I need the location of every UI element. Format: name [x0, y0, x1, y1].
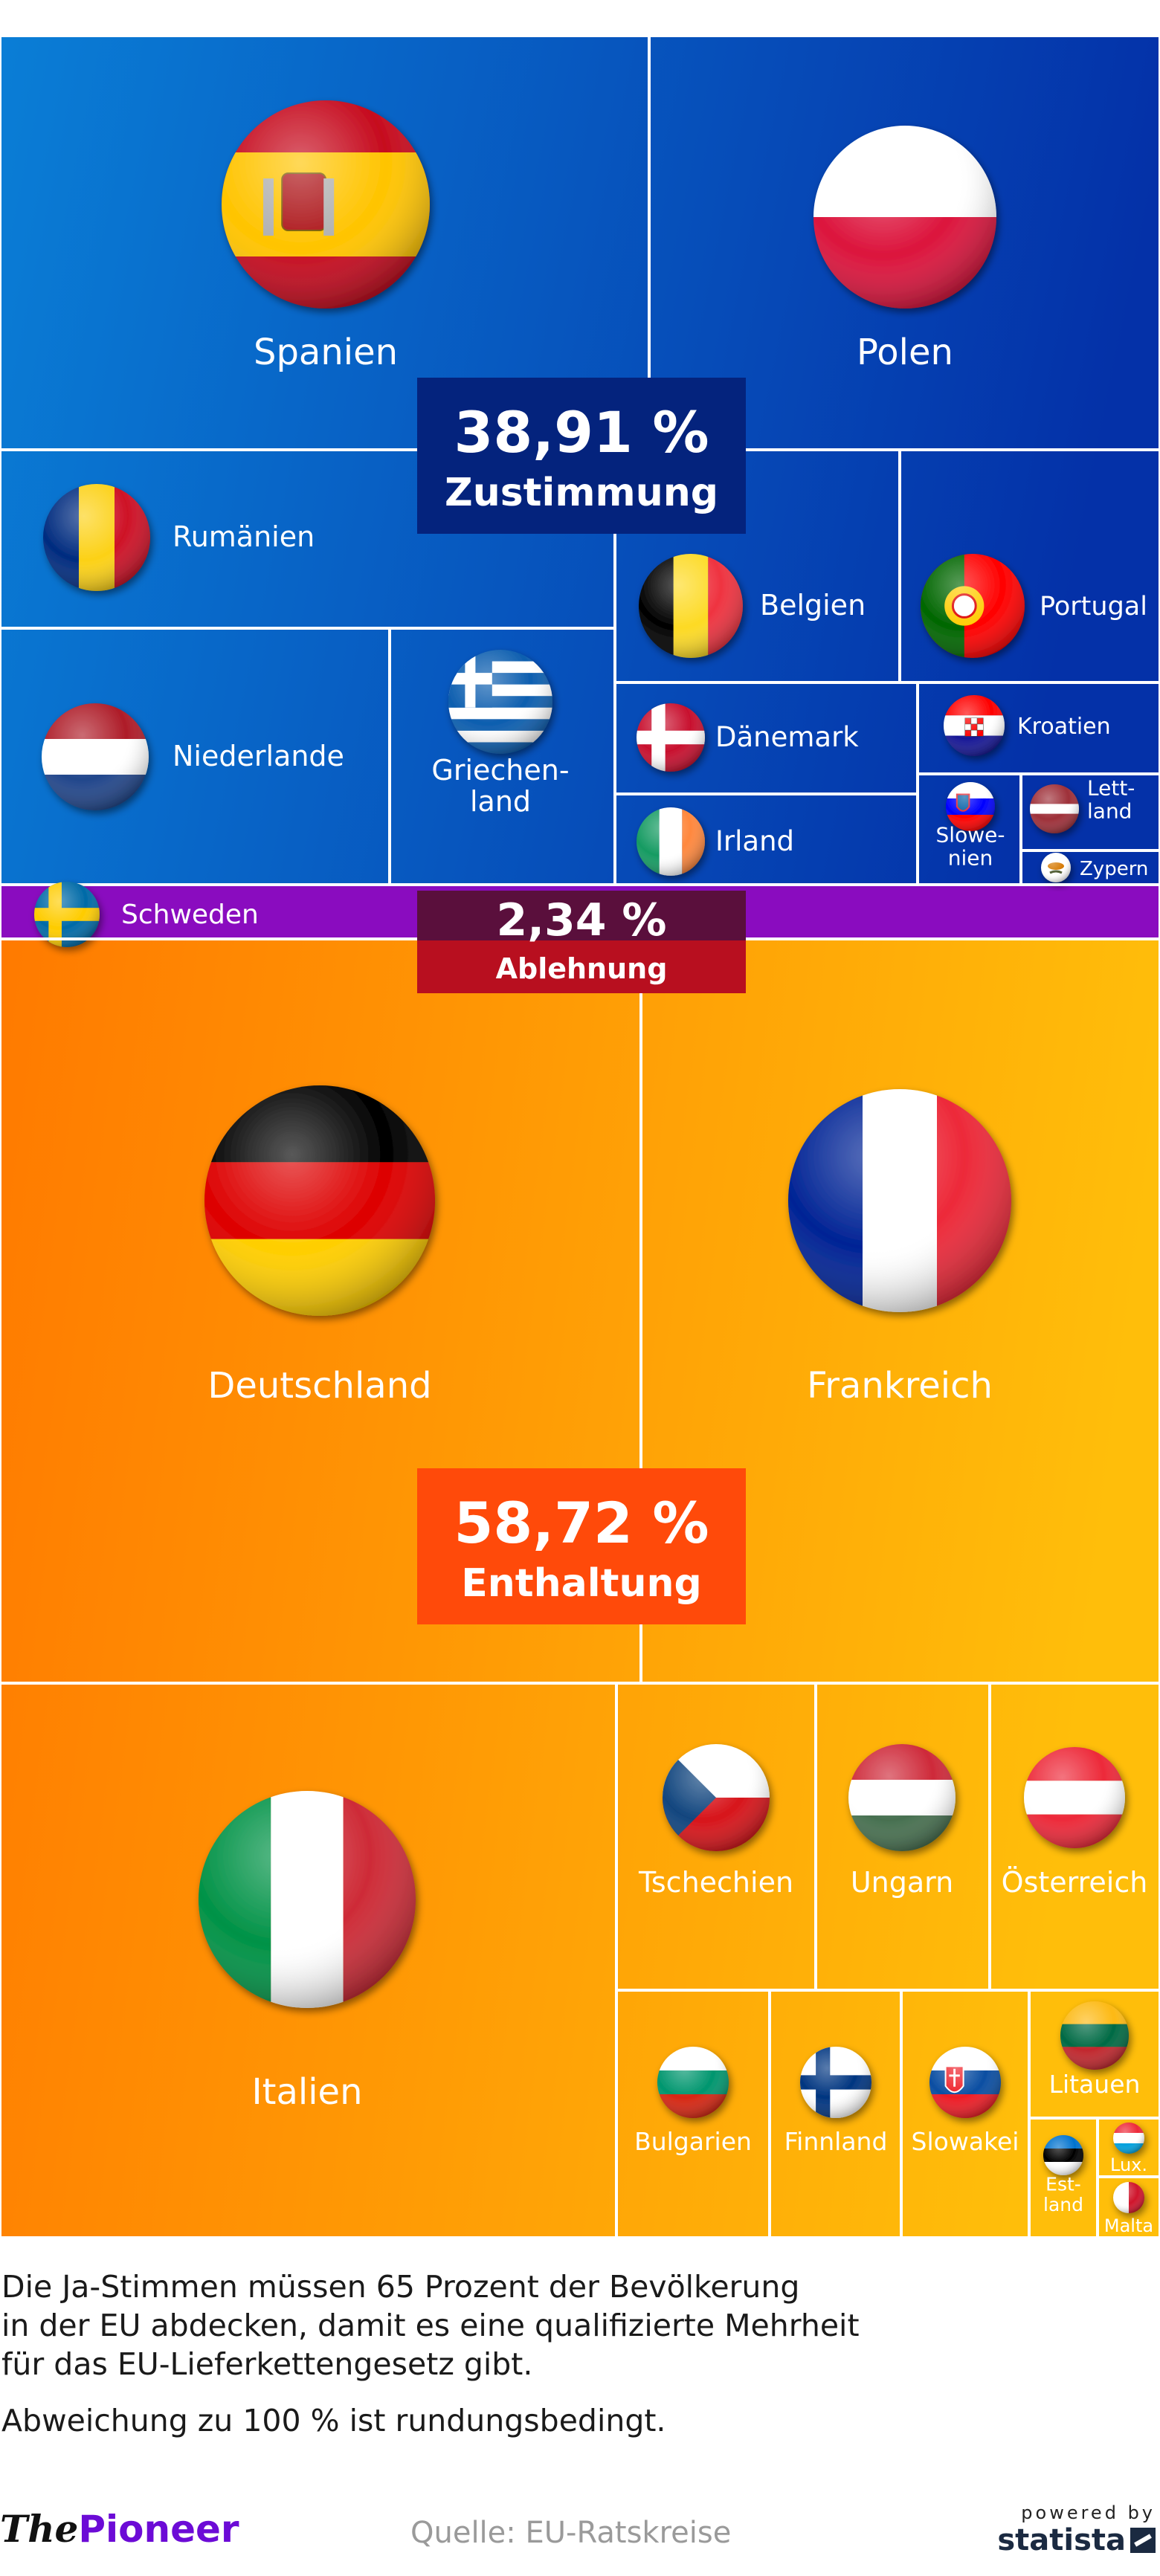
estonia-flag-icon [1043, 2135, 1083, 2175]
country-label-griechenland: Griechen-land [431, 754, 569, 818]
cell-litauen: Litauen [1028, 1989, 1160, 2120]
cell-tschechien: Tschechien [615, 1682, 817, 1992]
country-label-kroatien: Kroatien [1017, 714, 1111, 740]
cell-finnland: Finnland [768, 1989, 903, 2238]
country-label-deutschland: Deutschland [207, 1365, 431, 1407]
badge-percent: 2,34 % [496, 894, 666, 946]
cell-danemark: Dänemark [613, 681, 919, 795]
portugal-flag-icon [921, 554, 1025, 658]
luxembourg-flag-icon [1113, 2123, 1144, 2154]
country-label-tschechien: Tschechien [638, 1866, 793, 1899]
country-label-frankreich: Frankreich [807, 1365, 993, 1407]
country-label-rumanien: Rumänien [173, 520, 315, 553]
country-label-niederlande: Niederlande [173, 740, 344, 772]
country-label-belgien: Belgien [760, 589, 866, 622]
austria-flag-icon [1024, 1747, 1125, 1848]
spain-flag-icon [222, 100, 430, 309]
badge-zustimmung: 38,91 % Zustimmung [417, 378, 746, 534]
denmark-flag-icon [637, 703, 705, 772]
poland-flag-icon [813, 126, 996, 309]
country-label-finnland: Finnland [784, 2127, 888, 2156]
country-label-estland: Est-land [1043, 2173, 1083, 2215]
brand-the: The [0, 2507, 79, 2551]
cell-slowakei: Slowakei [900, 1989, 1031, 2238]
france-flag-icon [788, 1089, 1011, 1312]
ireland-flag-icon [637, 807, 705, 876]
country-label-slowakei: Slowakei [912, 2127, 1019, 2156]
czechia-flag-icon [663, 1744, 770, 1851]
country-label-lettland: Lett-land [1087, 776, 1135, 824]
italy-flag-icon [199, 1791, 416, 2008]
finland-flag-icon [800, 2047, 871, 2118]
cell-belgien: Belgien [613, 448, 901, 684]
netherlands-flag-icon [42, 703, 149, 810]
brand-logo: ThePioneer [0, 2507, 239, 2551]
cell-lettland: Lett-land [1019, 772, 1160, 852]
cell-border [1096, 2175, 1160, 2238]
cell-kroatien: Kroatien [916, 681, 1160, 775]
badge-percent: 38,91 % [454, 399, 709, 465]
statista-wordmark: statista [997, 2523, 1156, 2557]
country-label-zypern: Zypern [1080, 858, 1148, 880]
country-label-italien: Italien [251, 2071, 362, 2113]
footnote-rounding: Abweichung zu 100 % ist rundungsbedingt. [1, 2403, 666, 2438]
cyprus-flag-icon [1041, 853, 1071, 882]
slovenia-flag-icon [946, 782, 995, 831]
malta-flag-icon [1113, 2182, 1144, 2213]
badge-bg [417, 378, 746, 534]
eu-vote-treemap: Spanien Polen Rumänien Belgien Portugal Niede… [0, 34, 1160, 2238]
country-label-spanien: Spanien [254, 332, 398, 373]
treemap-svg: Spanien Polen Rumänien Belgien Portugal Niede… [0, 34, 1160, 2238]
badge-bg-bottom [417, 940, 746, 993]
greece-flag-icon [448, 650, 552, 754]
badge-enthaltung: 58,72 % Enthaltung [417, 1468, 746, 1624]
badge-label: Enthaltung [461, 1561, 701, 1606]
cell-niederlande: Niederlande [0, 627, 391, 886]
country-label-portugal: Portugal [1040, 592, 1147, 622]
cell-luxemburg: Lux. [1096, 2117, 1160, 2178]
country-label-polen: Polen [857, 332, 953, 373]
sweden-flag-icon [34, 882, 100, 947]
country-label-slowenien: Slowe-nien [936, 823, 1005, 871]
croatia-flag-icon [944, 695, 1005, 756]
cell-deutschland: Deutschland [0, 937, 642, 1685]
country-label-litauen: Litauen [1049, 2070, 1141, 2099]
country-label-ungarn: Ungarn [851, 1866, 953, 1899]
powered-by-text: powered by [1021, 2502, 1156, 2523]
cell-spanien: Spanien [0, 34, 651, 451]
badge-label: Zustimmung [445, 471, 718, 515]
brand-pioneer: Pioneer [78, 2508, 239, 2551]
source-label: Quelle: EU-Ratskreise [410, 2516, 732, 2550]
cell-zypern: Zypern [1019, 849, 1160, 886]
romania-flag-icon [43, 484, 150, 591]
country-label-irland: Irland [715, 825, 794, 857]
treemap-frame [0, 34, 1160, 2238]
cell-estland: Est-land [1028, 2117, 1099, 2238]
country-label-bulgarien: Bulgarien [634, 2127, 752, 2156]
badge-bg [417, 1468, 746, 1624]
badge-ablehnung: 2,34 % Ablehnung [417, 891, 746, 993]
cell-malta: Malta [1096, 2175, 1160, 2238]
footnote-qualified-majority: Die Ja-Stimmen müssen 65 Prozent der Bev… [1, 2269, 860, 2382]
statista-mark-icon [1130, 2528, 1156, 2553]
belgium-flag-icon [639, 554, 743, 658]
country-label-luxemburg: Lux. [1110, 2154, 1147, 2175]
country-label-osterreich: Österreich [1002, 1866, 1148, 1899]
badge-bg-top [417, 891, 746, 940]
germany-flag-icon [204, 1085, 435, 1316]
cell-portugal: Portugal [898, 448, 1160, 684]
country-label-danemark: Dänemark [715, 721, 859, 753]
badge-label: Ablehnung [496, 952, 668, 985]
country-label-schweden: Schweden [121, 900, 259, 930]
cell-slowenien: Slowe-nien [916, 772, 1022, 886]
latvia-flag-icon [1030, 784, 1079, 833]
statista-text: statista [997, 2523, 1126, 2557]
country-label-malta: Malta [1104, 2215, 1153, 2236]
cell-irland: Irland [613, 793, 919, 886]
badge-percent: 58,72 % [454, 1490, 709, 1556]
lithuania-flag-icon [1060, 2001, 1129, 2070]
hungary-flag-icon [848, 1744, 956, 1851]
statista-logo: powered by statista [997, 2502, 1156, 2557]
